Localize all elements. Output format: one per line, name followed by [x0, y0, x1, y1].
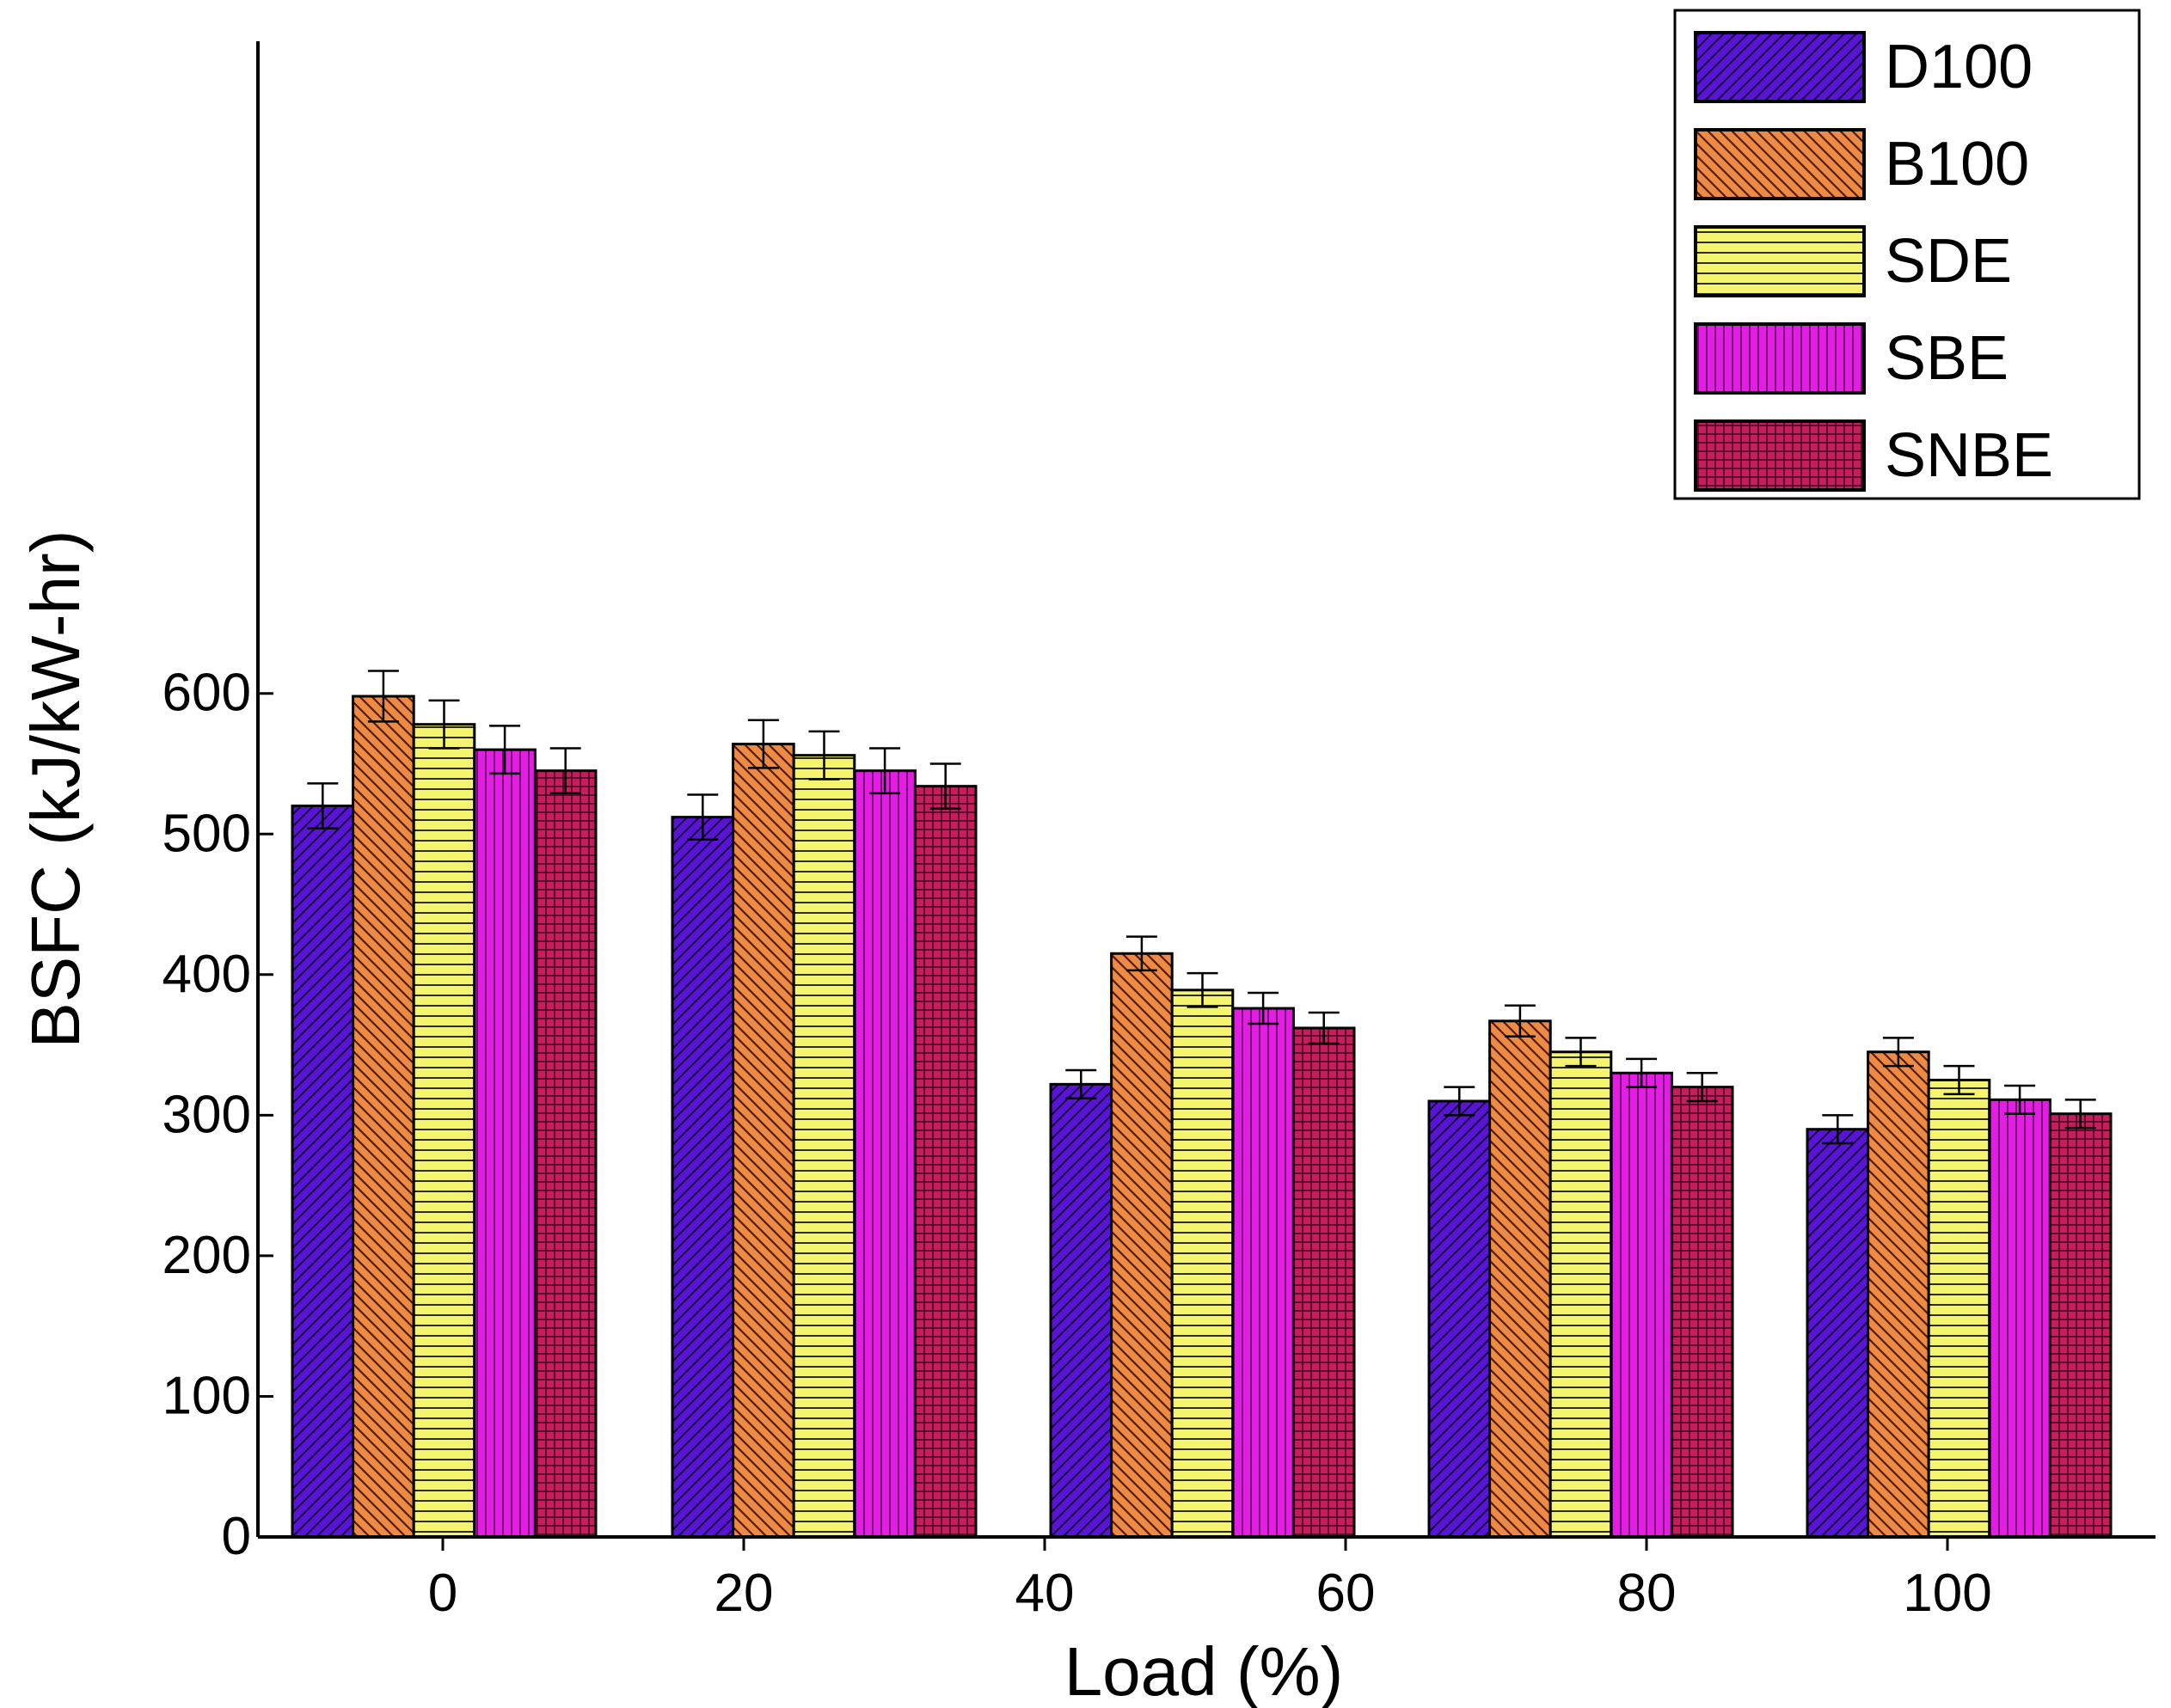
error-bar-snbe-group-0	[549, 747, 581, 795]
bar-d100-group-1	[671, 816, 735, 1539]
x-tick-label: 40	[1015, 1564, 1075, 1623]
error-bar-snbe-group-3	[1686, 1072, 1718, 1103]
error-bar-sbe-group-3	[1626, 1057, 1658, 1088]
bar-d100-group-4	[1806, 1128, 1870, 1539]
legend-label-snbe: SNBE	[1885, 421, 2053, 490]
error-bar-sde-group-3	[1565, 1037, 1597, 1068]
bar-snbe-group-0	[533, 769, 598, 1539]
error-bar-b100-group-1	[747, 719, 779, 769]
bar-sbe-group-3	[1610, 1071, 1673, 1539]
error-bar-snbe-group-1	[929, 762, 961, 811]
error-bar-d100-group-0	[307, 782, 339, 830]
error-bar-b100-group-4	[1882, 1037, 1914, 1068]
x-axis-ticks: 0 20 40 60 80 100	[428, 1537, 1992, 1623]
legend-swatch-b100	[1694, 128, 1866, 200]
bar-b100-group-1	[732, 743, 795, 1539]
bar-snbe-group-2	[1291, 1026, 1356, 1539]
error-bars-group	[307, 670, 2096, 1145]
error-bar-snbe-group-4	[2064, 1099, 2096, 1129]
legend-item-sde: SDE	[1694, 225, 2012, 297]
bar-snbe-group-1	[913, 785, 978, 1539]
bar-snbe-group-4	[2048, 1112, 2113, 1539]
bar-sbe-group-2	[1231, 1007, 1295, 1539]
error-bar-d100-group-3	[1444, 1086, 1475, 1117]
x-tick-label: 80	[1617, 1564, 1677, 1623]
bar-sde-group-2	[1170, 989, 1235, 1539]
bar-sbe-group-1	[853, 769, 917, 1539]
y-axis-label: BSFC (kJ/kW-hr)	[17, 530, 94, 1049]
y-tick-label: 500	[163, 804, 251, 863]
error-bar-d100-group-2	[1065, 1068, 1097, 1099]
x-axis-label: Load (%)	[1064, 1633, 1344, 1708]
x-tick-label: 100	[1903, 1564, 1991, 1623]
x-tick-label: 60	[1316, 1564, 1376, 1623]
legend-label-sde: SDE	[1885, 227, 2012, 296]
legend-item-sbe: SBE	[1694, 322, 2008, 395]
legend-swatch-sde	[1694, 225, 1866, 297]
legend-label-d100: D100	[1885, 33, 2033, 101]
legend-label-b100: B100	[1885, 130, 2029, 199]
bar-d100-group-0	[291, 805, 355, 1539]
error-bar-sbe-group-0	[489, 725, 521, 775]
bar-b100-group-3	[1488, 1019, 1552, 1539]
bar-b100-group-2	[1110, 952, 1174, 1539]
error-bar-d100-group-1	[687, 793, 719, 842]
legend-swatch-sbe	[1694, 322, 1866, 395]
y-tick-label: 400	[163, 945, 251, 1004]
y-tick-label: 300	[163, 1085, 251, 1144]
bar-snbe-group-3	[1670, 1086, 1734, 1539]
error-bar-b100-group-2	[1125, 935, 1157, 972]
y-tick-label: 200	[163, 1226, 251, 1285]
error-bar-b100-group-3	[1504, 1004, 1536, 1038]
y-axis-ticks: 0 100 200 300 400 500 600	[163, 664, 273, 1566]
error-bar-sde-group-4	[1943, 1064, 1975, 1096]
bar-b100-group-0	[352, 695, 415, 1539]
error-bar-b100-group-0	[367, 670, 399, 723]
error-bar-d100-group-4	[1822, 1114, 1854, 1145]
y-tick-label: 100	[163, 1366, 251, 1425]
legend-item-snbe: SNBE	[1694, 419, 2053, 492]
legend-label-sbe: SBE	[1885, 324, 2008, 393]
bar-sbe-group-0	[473, 748, 537, 1539]
legend: D100 B100 SDE SBE SNBE	[1673, 9, 2141, 500]
error-bar-sde-group-0	[428, 699, 460, 750]
bar-series-group	[291, 695, 2113, 1539]
y-tick-label: 600	[163, 664, 251, 723]
bar-d100-group-3	[1427, 1099, 1492, 1539]
legend-item-d100: D100	[1694, 31, 2033, 103]
x-tick-label: 0	[428, 1564, 457, 1623]
error-bar-sde-group-2	[1187, 971, 1218, 1008]
error-bar-sbe-group-2	[1248, 991, 1279, 1025]
error-bar-sde-group-1	[808, 730, 840, 781]
legend-swatch-snbe	[1694, 419, 1866, 492]
bar-sde-group-4	[1927, 1078, 1991, 1539]
bar-sbe-group-4	[1988, 1098, 2051, 1539]
bar-sde-group-1	[792, 754, 856, 1539]
error-bar-sbe-group-4	[2004, 1084, 2036, 1115]
bar-d100-group-2	[1049, 1082, 1113, 1539]
x-tick-label: 20	[714, 1564, 774, 1623]
bar-sde-group-0	[412, 723, 476, 1539]
error-bar-sbe-group-1	[869, 747, 901, 795]
legend-item-b100: B100	[1694, 128, 2029, 200]
bar-b100-group-4	[1867, 1050, 1930, 1539]
legend-swatch-d100	[1694, 31, 1866, 103]
y-tick-label: 0	[222, 1507, 251, 1566]
error-bar-snbe-group-2	[1308, 1011, 1340, 1045]
bar-sde-group-3	[1549, 1050, 1613, 1539]
